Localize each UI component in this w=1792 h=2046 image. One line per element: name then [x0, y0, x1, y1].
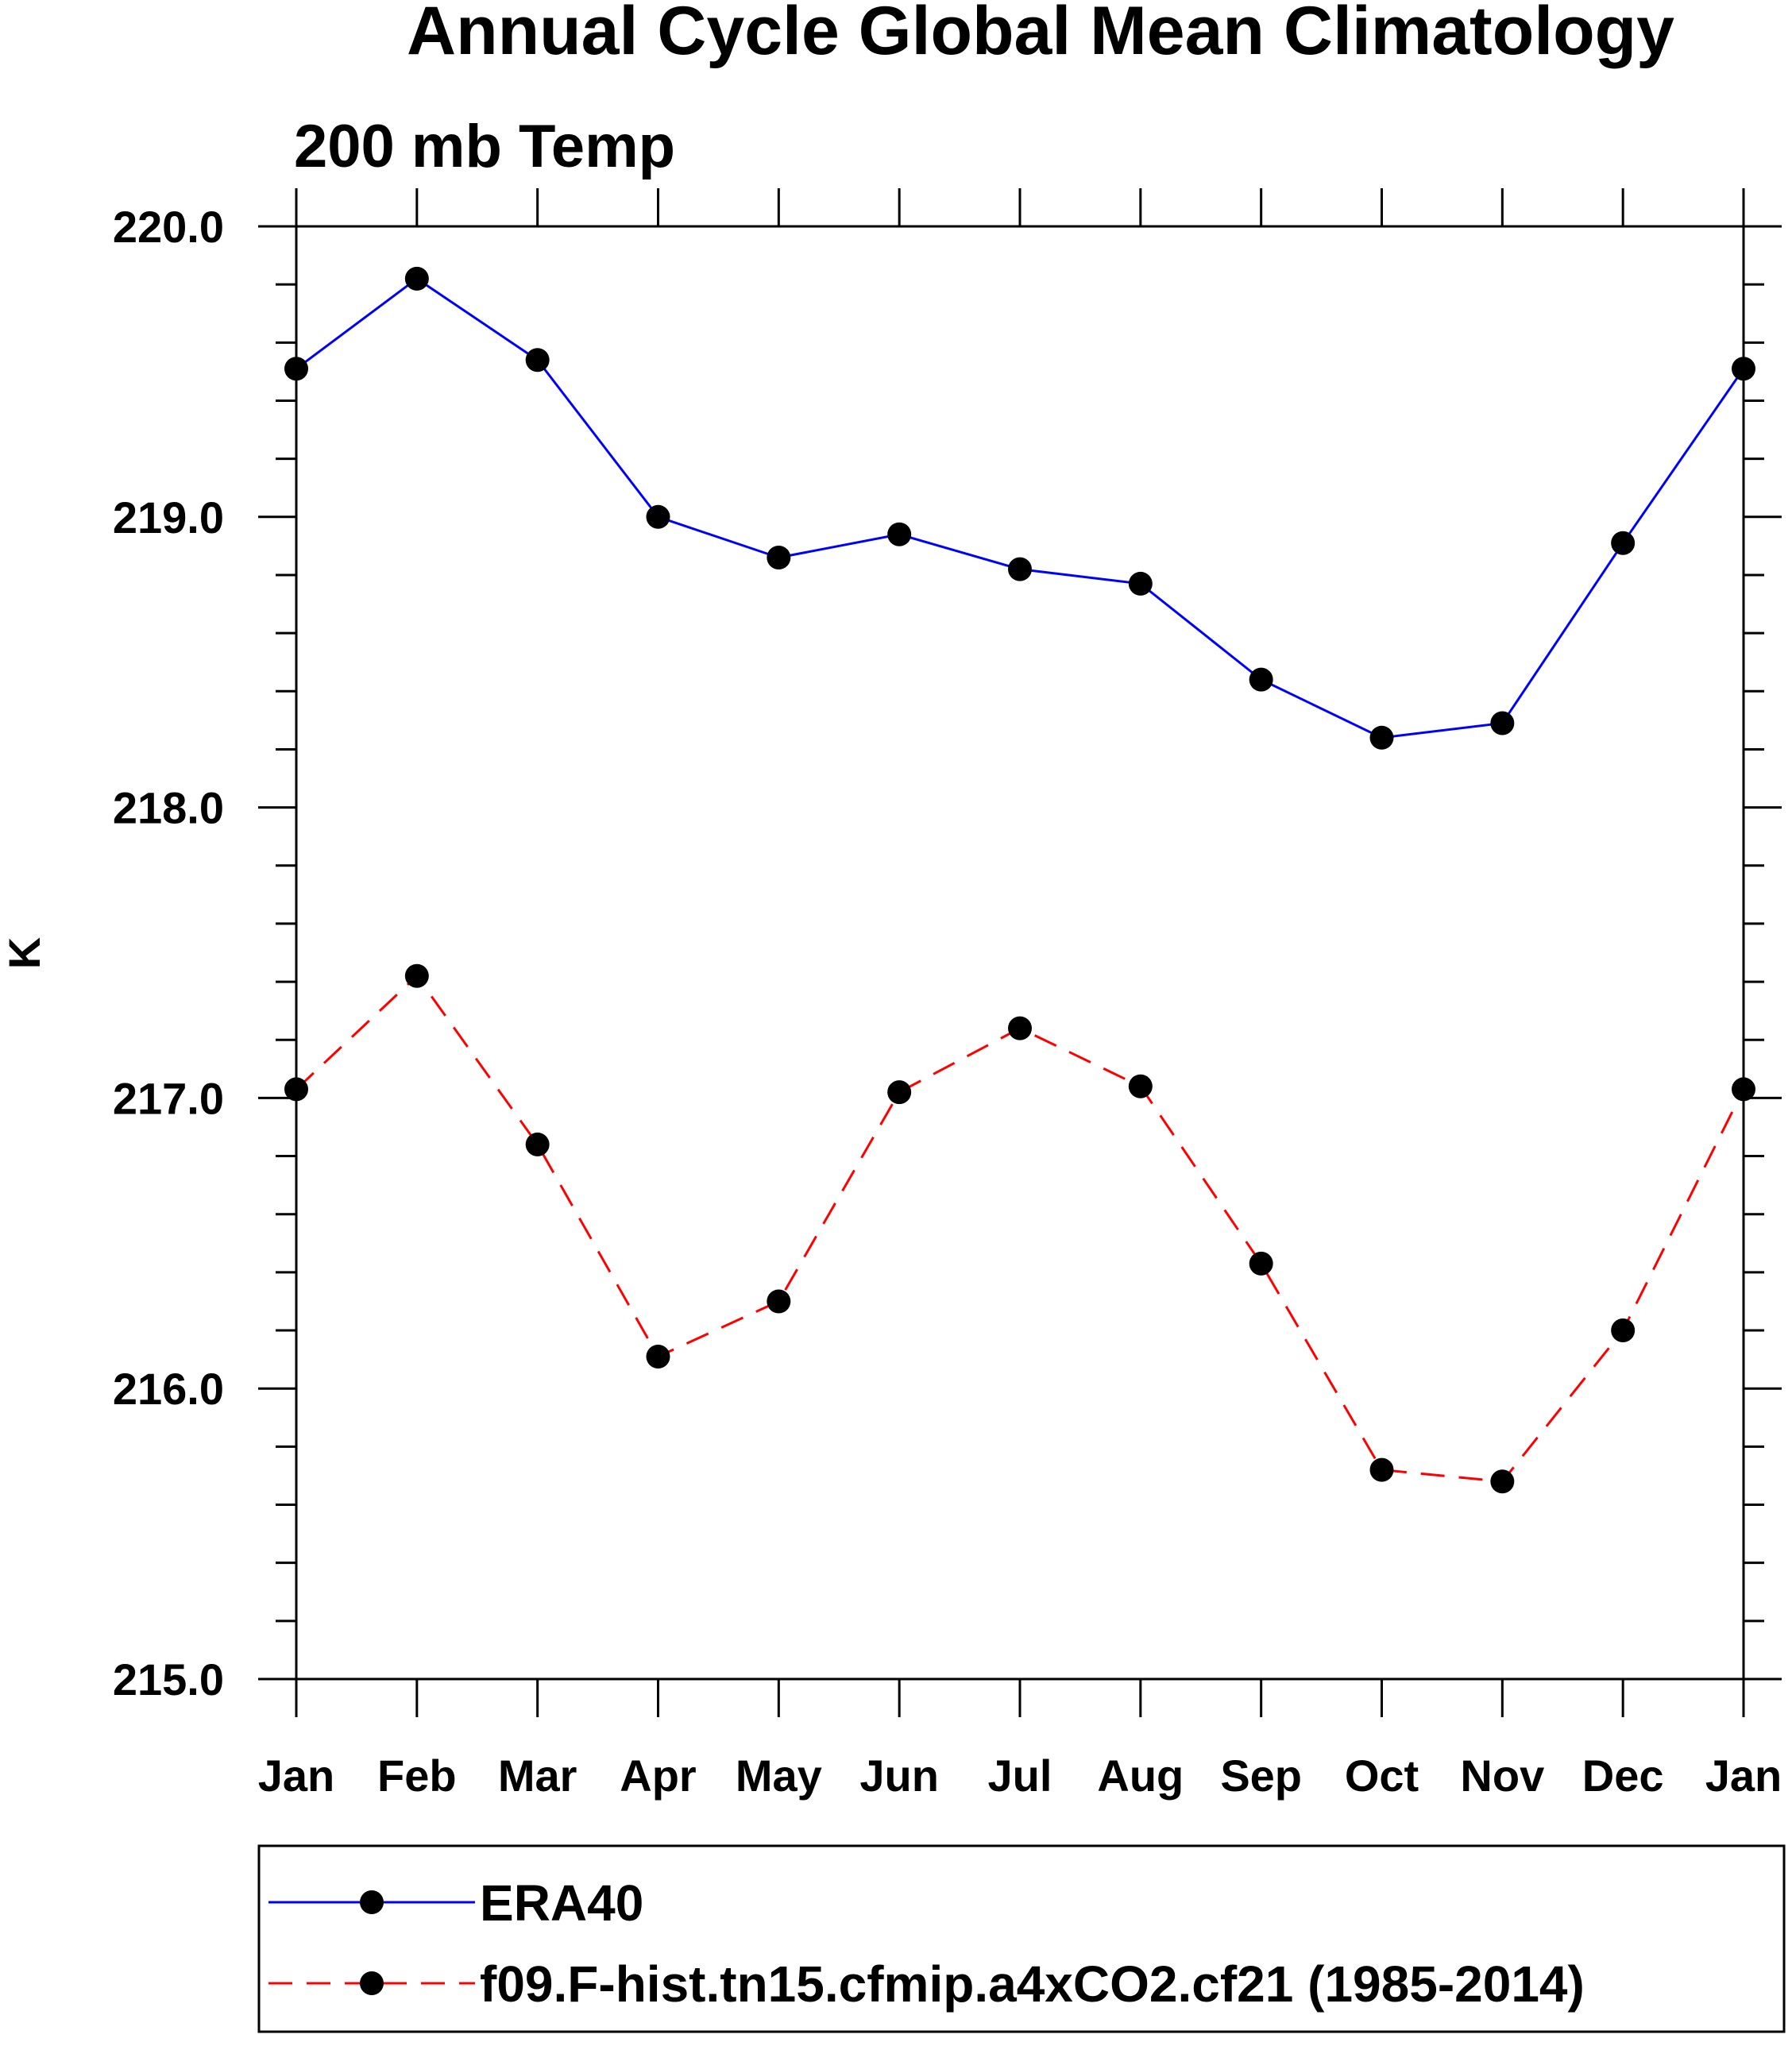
- x-tick-label: Jan: [1705, 1751, 1782, 1801]
- data-point: [646, 1344, 670, 1369]
- data-point: [767, 546, 791, 570]
- x-tick-label: Aug: [1097, 1751, 1184, 1801]
- data-point: [887, 522, 912, 546]
- data-point: [404, 266, 429, 291]
- data-point: [525, 1132, 550, 1156]
- y-tick-label: 217.0: [113, 1073, 224, 1123]
- data-point: [404, 963, 429, 988]
- data-point: [1249, 1251, 1273, 1276]
- x-tick-label: Jul: [988, 1751, 1052, 1801]
- data-point: [1249, 667, 1273, 692]
- data-point: [646, 504, 670, 529]
- data-point: [525, 348, 550, 373]
- chart-subtitle: 200 mb Temp: [294, 113, 675, 180]
- axis-ticks: Jan Feb Mar Apr May Jun Jul Aug Sep Oct Nov Dec Jan 2…: [113, 188, 1782, 1801]
- series-markers: [284, 266, 1755, 1494]
- y-tick-label: 219.0: [113, 492, 224, 542]
- plot-frame: [295, 225, 1745, 1681]
- data-point: [1490, 1469, 1515, 1494]
- x-tick-label: Mar: [498, 1751, 577, 1801]
- data-point: [1369, 1457, 1394, 1482]
- legend-marker: [360, 1971, 384, 1995]
- y-tick-label: 220.0: [113, 202, 224, 252]
- x-tick-label: Apr: [620, 1751, 696, 1801]
- data-point: [284, 357, 308, 381]
- x-tick-label: Feb: [377, 1751, 457, 1801]
- series-line-1: [295, 277, 1745, 739]
- data-point: [1008, 1016, 1032, 1040]
- data-point: [767, 1289, 791, 1314]
- data-point: [1490, 711, 1515, 735]
- data-point: [1369, 725, 1394, 750]
- legend-box: [257, 1844, 1786, 2033]
- legend: ERA40 f09.F-hist.tn15.cfmip.a4xCO2.cf21 (…: [268, 1874, 1585, 2013]
- legend-label-2: f09.F-hist.tn15.cfmip.a4xCO2.cf21 (1985-…: [480, 1955, 1585, 2013]
- x-tick-label: Jan: [258, 1751, 335, 1801]
- legend-label-1: ERA40: [480, 1874, 643, 1932]
- data-point: [1611, 531, 1636, 555]
- x-tick-label: Sep: [1220, 1751, 1302, 1801]
- x-tick-label: May: [736, 1751, 822, 1801]
- data-point: [1732, 1077, 1755, 1102]
- legend-marker: [360, 1890, 384, 1914]
- data-point: [1732, 357, 1755, 381]
- data-point: [1611, 1318, 1636, 1343]
- y-tick-label: 215.0: [113, 1654, 224, 1704]
- y-tick-label: 218.0: [113, 783, 224, 833]
- x-tick-label: Dec: [1582, 1751, 1664, 1801]
- data-point: [1128, 571, 1153, 596]
- chart-title: Annual Cycle Global Mean Climatology: [407, 0, 1674, 69]
- data-point: [1008, 557, 1032, 581]
- y-tick-label: 216.0: [113, 1364, 224, 1414]
- data-point: [1128, 1074, 1153, 1098]
- series-lines: [295, 277, 1745, 1483]
- series-line-2: [295, 974, 1745, 1483]
- x-tick-label: Oct: [1345, 1751, 1419, 1801]
- y-axis-label: K: [0, 937, 49, 969]
- data-point: [284, 1077, 308, 1102]
- x-tick-label: Jun: [859, 1751, 939, 1801]
- x-tick-label: Nov: [1460, 1751, 1544, 1801]
- data-point: [887, 1080, 912, 1105]
